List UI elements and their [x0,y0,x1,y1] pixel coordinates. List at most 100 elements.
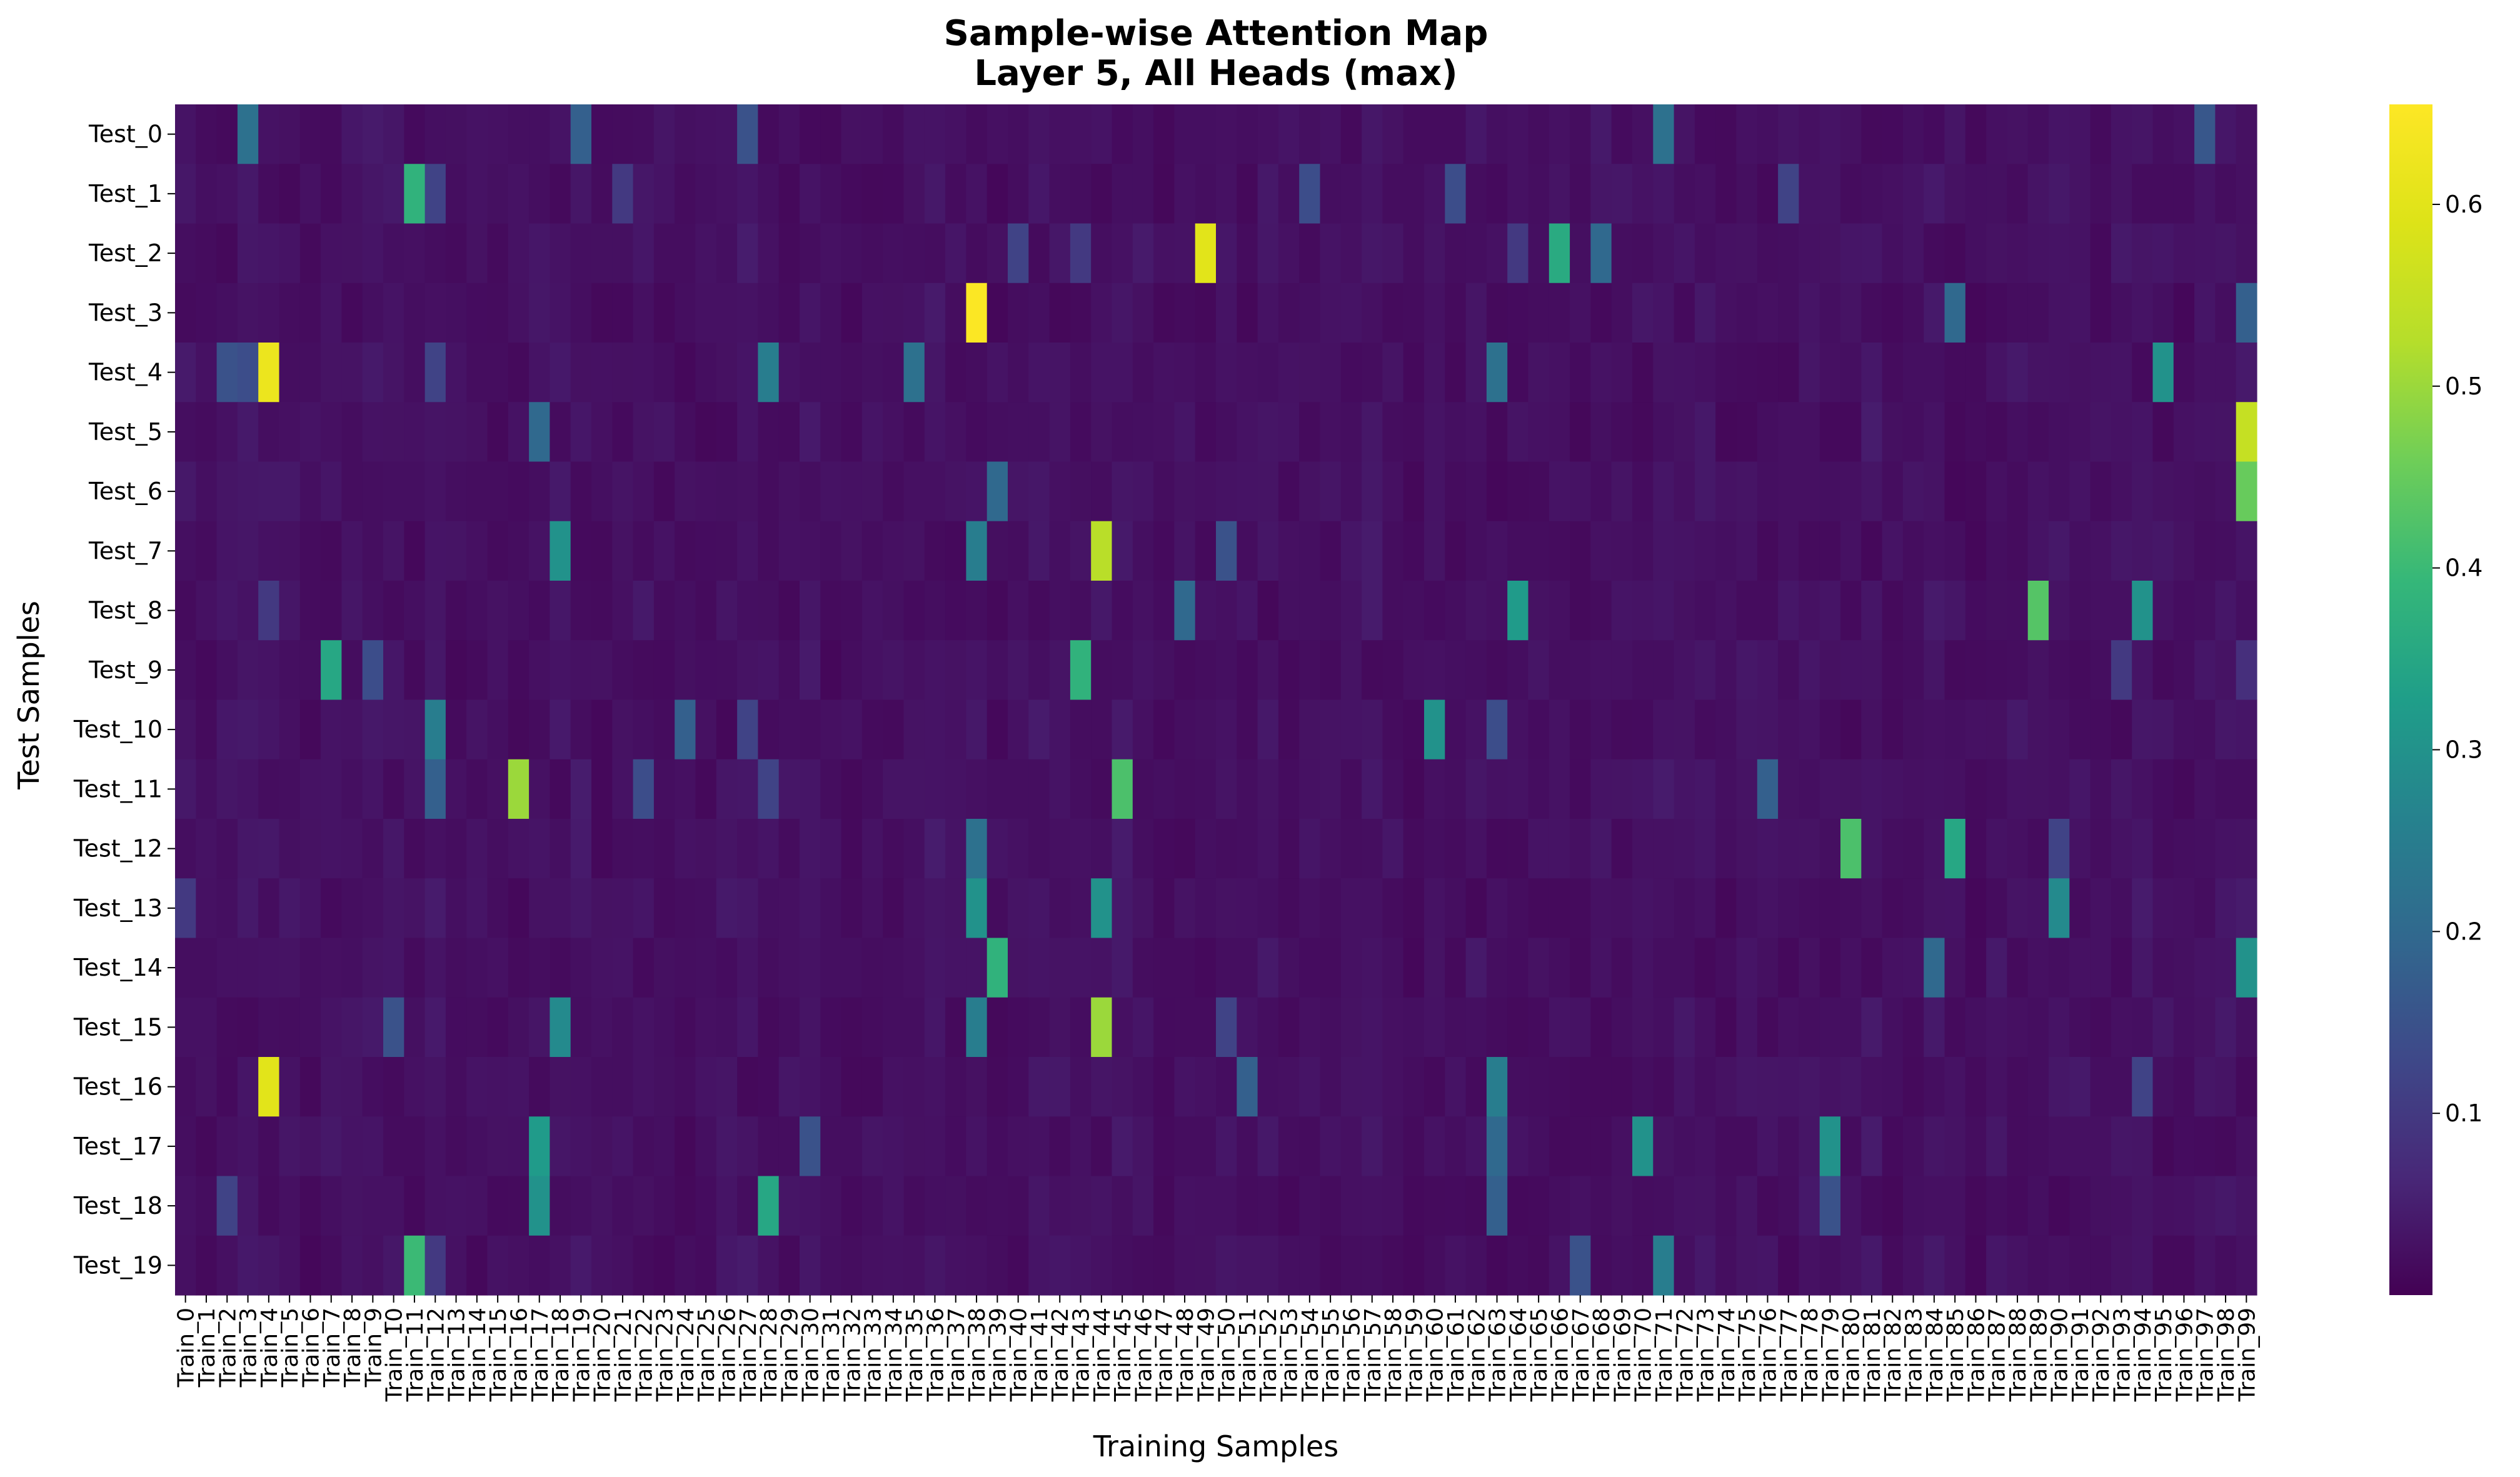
heatmap-cell [237,402,259,463]
heatmap-cell [1944,1176,1966,1236]
heatmap-cell [1694,819,1716,879]
heatmap-cell [175,223,196,284]
heatmap-cell [1570,997,1591,1058]
heatmap-cell [737,461,758,522]
heatmap-cell [1819,819,1841,879]
heatmap-cell [1902,1057,1924,1117]
x-tick-label: Train_18 [548,1308,574,1402]
heatmap-cell [695,759,717,819]
heatmap-cell [2236,759,2257,819]
heatmap-cell [820,878,842,939]
heatmap-cell [1320,819,1342,879]
heatmap-cell [1590,402,1612,463]
heatmap-cell [2049,1176,2070,1236]
x-tick-label: Train_58 [1381,1308,1407,1402]
heatmap-cell [362,1116,384,1177]
heatmap-cell [216,343,238,403]
heatmap-cell [2049,878,2070,939]
heatmap-cell [237,759,259,819]
heatmap-cell [279,640,301,701]
heatmap-cell [612,104,634,164]
heatmap-cell [966,343,988,403]
heatmap-cell [820,759,842,819]
heatmap-cell [1403,819,1425,879]
heatmap-cell [1736,402,1758,463]
x-tick-label: Train_98 [2214,1308,2239,1402]
heatmap-cell [321,461,342,522]
heatmap-cell [1216,343,1237,403]
heatmap-cell [2152,1176,2174,1236]
heatmap-cell [737,223,758,284]
x-tick-label: Train_41 [1027,1308,1053,1402]
heatmap-cell [445,581,467,641]
heatmap-cell [1694,283,1716,343]
heatmap-cell [883,164,905,224]
heatmap-cell [175,878,196,939]
heatmap-cell [1507,581,1529,641]
heatmap-cell [1216,104,1237,164]
heatmap-cell [1362,878,1383,939]
x-tick-label: Train_86 [1964,1308,1989,1402]
heatmap-cell [1091,402,1113,463]
heatmap-cell [1882,878,1904,939]
heatmap-cell [341,461,363,522]
heatmap-cell [1819,1057,1841,1117]
heatmap-cell [1049,699,1071,760]
heatmap-cell [1403,1235,1425,1296]
heatmap-cell [1216,223,1237,284]
heatmap-cell [216,938,238,998]
heatmap-cell [2049,938,2070,998]
heatmap-cell [1986,878,2007,939]
heatmap-cell [2194,997,2216,1058]
heatmap-cell [1819,759,1841,819]
heatmap-cell [508,759,530,819]
heatmap-cell [1132,1176,1154,1236]
heatmap-cell [487,283,509,343]
heatmap-cell [1715,343,1737,403]
heatmap-cell [1736,819,1758,879]
heatmap-cell [1132,878,1154,939]
heatmap-cell [966,1235,988,1296]
x-tick-label: Train_87 [1985,1308,2010,1402]
heatmap-cell [1278,402,1300,463]
heatmap-cell [1216,1116,1237,1177]
heatmap-cell [716,699,738,760]
heatmap-cell [2132,223,2154,284]
heatmap-cell [2027,104,2049,164]
heatmap-cell [1070,581,1092,641]
heatmap-cell [1486,878,1508,939]
heatmap-cell [1611,640,1633,701]
heatmap-cell [1924,878,1945,939]
heatmap-cell [1924,938,1945,998]
heatmap-cell [1340,759,1362,819]
heatmap-cell [903,104,925,164]
heatmap-cell [1590,1057,1612,1117]
x-tick-label: Train_80 [1839,1308,1865,1402]
heatmap-cell [1570,343,1591,403]
heatmap-cell [2215,223,2237,284]
heatmap-cell [1257,164,1279,224]
heatmap-cell [1507,402,1529,463]
heatmap-cell [1799,461,1820,522]
heatmap-cell [175,164,196,224]
heatmap-cell [2069,699,2091,760]
heatmap-cell [591,343,613,403]
heatmap-cell [1112,640,1133,701]
heatmap-cell [695,164,717,224]
heatmap-cell [820,283,842,343]
heatmap-cell [2173,878,2195,939]
heatmap-cell [903,1057,925,1117]
x-tick-label: Train_77 [1777,1308,1802,1402]
heatmap-cell [612,1235,634,1296]
heatmap-cell [1028,819,1050,879]
heatmap-cell [612,164,634,224]
heatmap-cell [2236,461,2257,522]
heatmap-cell [445,164,467,224]
heatmap-cell [1653,997,1675,1058]
heatmap-cell [1840,461,1862,522]
x-tick-label: Train_62 [1464,1308,1490,1402]
heatmap-cell [321,343,342,403]
heatmap-cell [1091,104,1113,164]
heatmap-cell [1112,461,1133,522]
heatmap-cell [758,1057,780,1117]
